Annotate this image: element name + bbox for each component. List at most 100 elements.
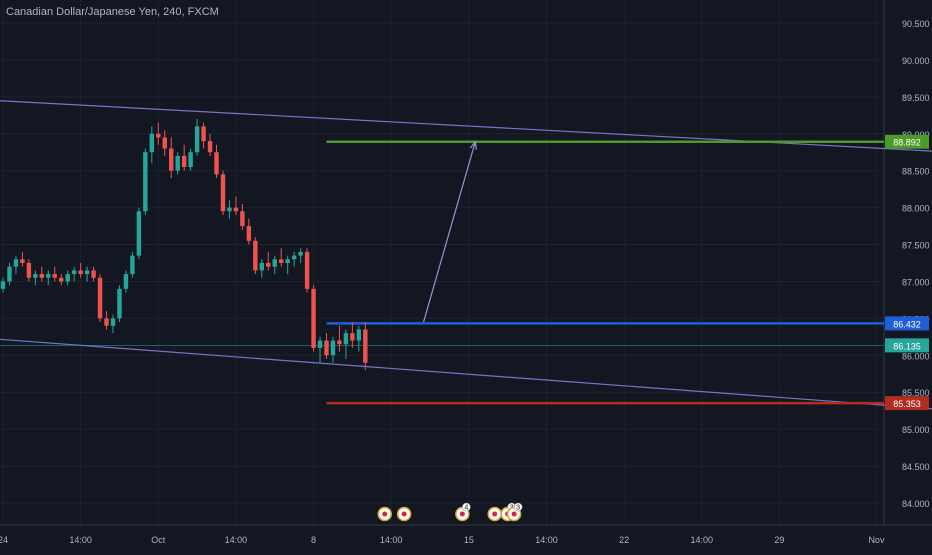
y-tick-label: 86.000 <box>902 351 930 361</box>
candle-body <box>46 274 51 278</box>
x-tick-label: 15 <box>464 535 474 545</box>
candle-body <box>181 155 187 167</box>
candle-body <box>214 152 219 175</box>
candle-body <box>259 263 264 271</box>
y-tick-label: 88.500 <box>902 167 930 177</box>
candle-body <box>343 333 349 345</box>
candle-body <box>156 133 161 138</box>
candle-body <box>363 329 368 363</box>
event-marker-dot <box>401 511 407 517</box>
trendline-lower[interactable] <box>0 338 932 431</box>
y-tick-label: 90.500 <box>902 19 930 29</box>
x-tick-label: 14:00 <box>690 535 713 545</box>
price-label-resistance: 88.892 <box>893 138 921 148</box>
price-label-support-bg <box>885 396 929 411</box>
candle-body <box>26 263 32 278</box>
candle-body <box>136 211 142 256</box>
candle-body <box>71 270 77 275</box>
candle-body <box>272 259 277 267</box>
candle-body <box>194 126 200 153</box>
candle-body <box>291 255 297 260</box>
candle-body <box>162 137 167 149</box>
x-tick-label: 14:00 <box>69 535 92 545</box>
chart-title: Canadian Dollar/Japanese Yen, 240, FXCM <box>6 6 219 18</box>
y-tick-label: 84.000 <box>902 499 930 509</box>
candle-body <box>317 340 323 348</box>
price-label-resistance-bg <box>885 134 929 149</box>
candle-body <box>233 207 239 212</box>
candle-body <box>298 251 303 256</box>
x-tick-label: 22 <box>619 535 629 545</box>
x-tick-label: 14:00 <box>380 535 403 545</box>
candle-body <box>279 259 284 263</box>
y-tick-label: 85.000 <box>902 425 930 435</box>
event-count-badge <box>513 502 523 512</box>
candle-body <box>39 274 45 278</box>
candle-body <box>117 288 122 319</box>
y-tick-label: 88.000 <box>902 204 930 214</box>
event-count-badge <box>462 502 471 512</box>
candle-body <box>59 277 64 282</box>
y-tick-label: 84.500 <box>902 462 930 472</box>
y-tick-label: 85.500 <box>902 388 930 398</box>
x-tick-label: 14:00 <box>225 535 248 545</box>
candle-body <box>13 259 19 267</box>
candle-body <box>304 251 310 289</box>
x-tick-label: 29 <box>774 535 784 545</box>
price-label-support: 85.353 <box>893 399 921 409</box>
candle-body <box>246 226 252 241</box>
candle-body <box>188 152 193 167</box>
x-tick-label: 8 <box>311 535 316 545</box>
candle-body <box>20 259 25 263</box>
candle-body <box>311 288 316 348</box>
projection-arrow[interactable] <box>422 141 476 323</box>
candle-body <box>201 126 206 142</box>
candle-body <box>52 274 57 278</box>
y-tick-label: 90.000 <box>902 56 930 66</box>
candle-body <box>175 155 180 171</box>
candle-body <box>356 329 362 341</box>
trendline-upper[interactable] <box>0 100 932 167</box>
candle-body <box>285 259 290 263</box>
candle-body <box>0 281 6 289</box>
candle-body <box>350 333 355 341</box>
candle-body <box>169 148 174 171</box>
projection-arrowhead <box>469 140 477 150</box>
candle-body <box>240 211 245 227</box>
candle-body <box>78 270 83 275</box>
event-marker-dot <box>492 511 498 517</box>
candle-body <box>227 207 232 212</box>
event-marker-dot <box>459 511 465 517</box>
candle-body <box>7 266 12 282</box>
event-count-label: 4 <box>464 505 468 512</box>
candle-body <box>330 340 336 356</box>
candle-body <box>207 141 213 153</box>
x-tick-label: 24 <box>0 535 8 545</box>
x-tick-label: 14:00 <box>535 535 558 545</box>
y-tick-label: 89.500 <box>902 93 930 103</box>
candle-body <box>110 318 116 326</box>
candle-body <box>130 255 135 275</box>
x-tick-label: Oct <box>151 535 166 545</box>
candle-body <box>91 270 96 278</box>
candle-body <box>123 274 129 289</box>
candle-body <box>143 152 148 212</box>
candle-body <box>266 263 271 267</box>
candle-body <box>33 274 38 278</box>
candle-body <box>324 340 329 356</box>
candle-body <box>104 318 109 326</box>
candle-body <box>337 340 342 345</box>
price-label-entry: 86.432 <box>893 319 921 329</box>
price-label-entry-bg <box>885 316 929 331</box>
candle-body <box>65 274 70 282</box>
y-tick-label: 87.000 <box>902 277 930 287</box>
y-tick-label: 87.500 <box>902 241 930 251</box>
event-count-label: 3 <box>516 505 520 512</box>
candle-body <box>253 240 258 271</box>
candle-body <box>149 133 155 153</box>
price-label-current: 86.135 <box>893 341 921 351</box>
candle-body <box>97 277 103 319</box>
price-label-current-bg <box>885 338 929 353</box>
